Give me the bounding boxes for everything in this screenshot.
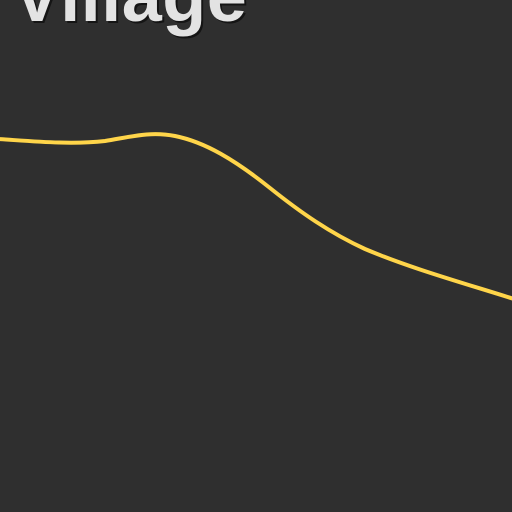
page-title: l Village [0, 0, 247, 33]
curve-line [0, 132, 512, 301]
